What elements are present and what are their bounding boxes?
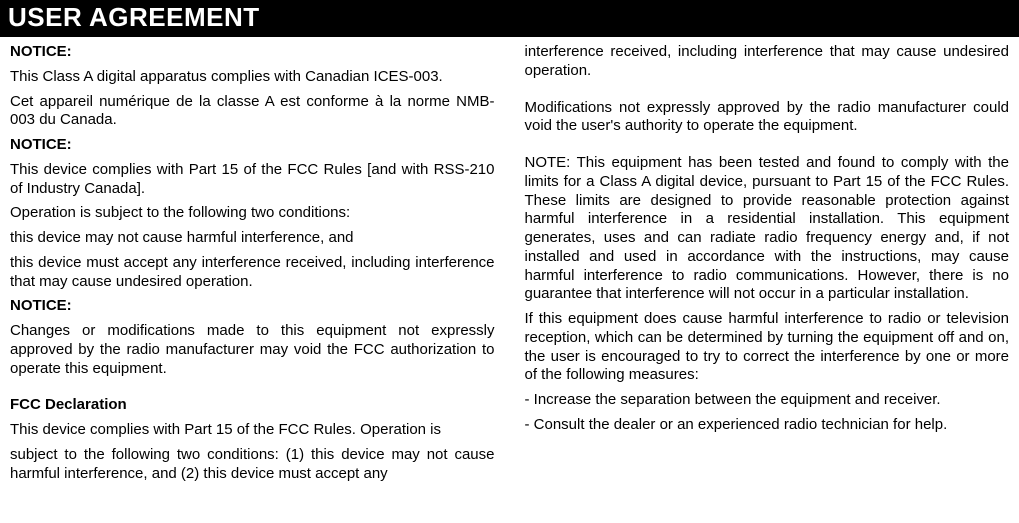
para-note: NOTE: This equipment has been tested and… [525, 154, 1010, 304]
para-modifications: Modifications not expressly approved by … [525, 99, 1010, 137]
para-measure-1: - Increase the separation between the eq… [525, 391, 1010, 410]
para-ices-fr: Cet appareil numérique de la classe A es… [10, 93, 495, 131]
para-operation-conditions: Operation is subject to the following tw… [10, 204, 495, 223]
para-changes: Changes or modifications made to this eq… [10, 322, 495, 378]
para-condition-2: this device must accept any interference… [10, 254, 495, 292]
para-if-interference: If this equipment does cause harmful int… [525, 310, 1010, 385]
para-condition-1: this device may not cause harmful interf… [10, 229, 495, 248]
header-title: USER AGREEMENT [8, 2, 260, 32]
para-fcc-part15: This device complies with Part 15 of the… [10, 161, 495, 199]
column-right: interference received, including interfe… [525, 43, 1010, 513]
fcc-declaration-heading: FCC Declaration [10, 396, 495, 415]
para-interference: interference received, including interfe… [525, 43, 1010, 81]
para-measure-2: - Consult the dealer or an experienced r… [525, 416, 1010, 435]
notice-heading-3: NOTICE: [10, 297, 495, 316]
page: USER AGREEMENT NOTICE: This Class A digi… [0, 0, 1019, 523]
para-declaration-2: subject to the following two conditions:… [10, 446, 495, 484]
para-declaration-1: This device complies with Part 15 of the… [10, 421, 495, 440]
column-left: NOTICE: This Class A digital apparatus c… [10, 43, 495, 513]
para-ices: This Class A digital apparatus complies … [10, 68, 495, 87]
notice-heading-2: NOTICE: [10, 136, 495, 155]
header-bar: USER AGREEMENT [0, 0, 1019, 37]
notice-heading-1: NOTICE: [10, 43, 495, 62]
columns: NOTICE: This Class A digital apparatus c… [0, 37, 1019, 523]
